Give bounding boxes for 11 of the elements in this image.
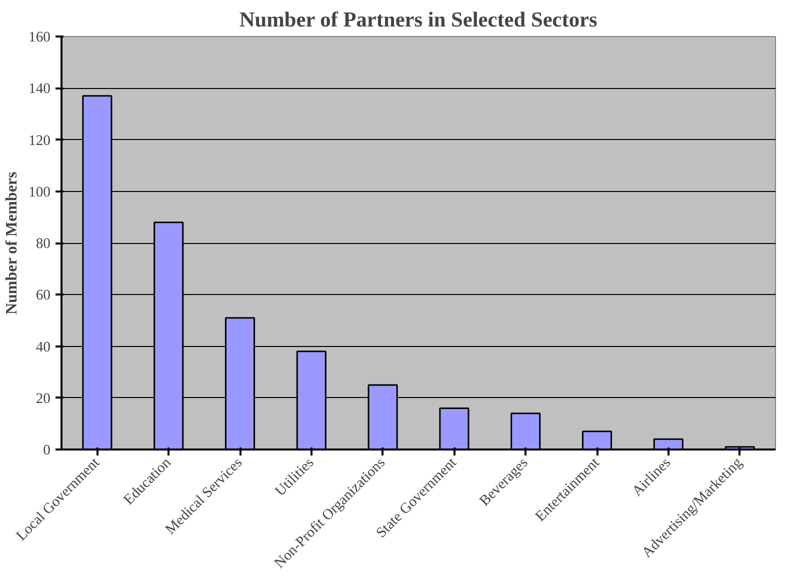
y-tick-label: 100	[28, 184, 50, 200]
y-tick-label: 20	[36, 390, 50, 407]
y-tick-label: 40	[36, 339, 50, 356]
y-tick-label: 0	[43, 442, 50, 458]
chart-title: Number of Partners in Selected Sectors	[239, 8, 598, 32]
y-axis-title: Number of Members	[4, 172, 21, 315]
y-tick-label: 120	[28, 132, 50, 149]
y-tick-label: 80	[36, 236, 50, 252]
y-tick-label: 160	[28, 30, 50, 46]
y-tick-label: 60	[36, 288, 50, 304]
y-tick-label: 140	[28, 81, 50, 98]
